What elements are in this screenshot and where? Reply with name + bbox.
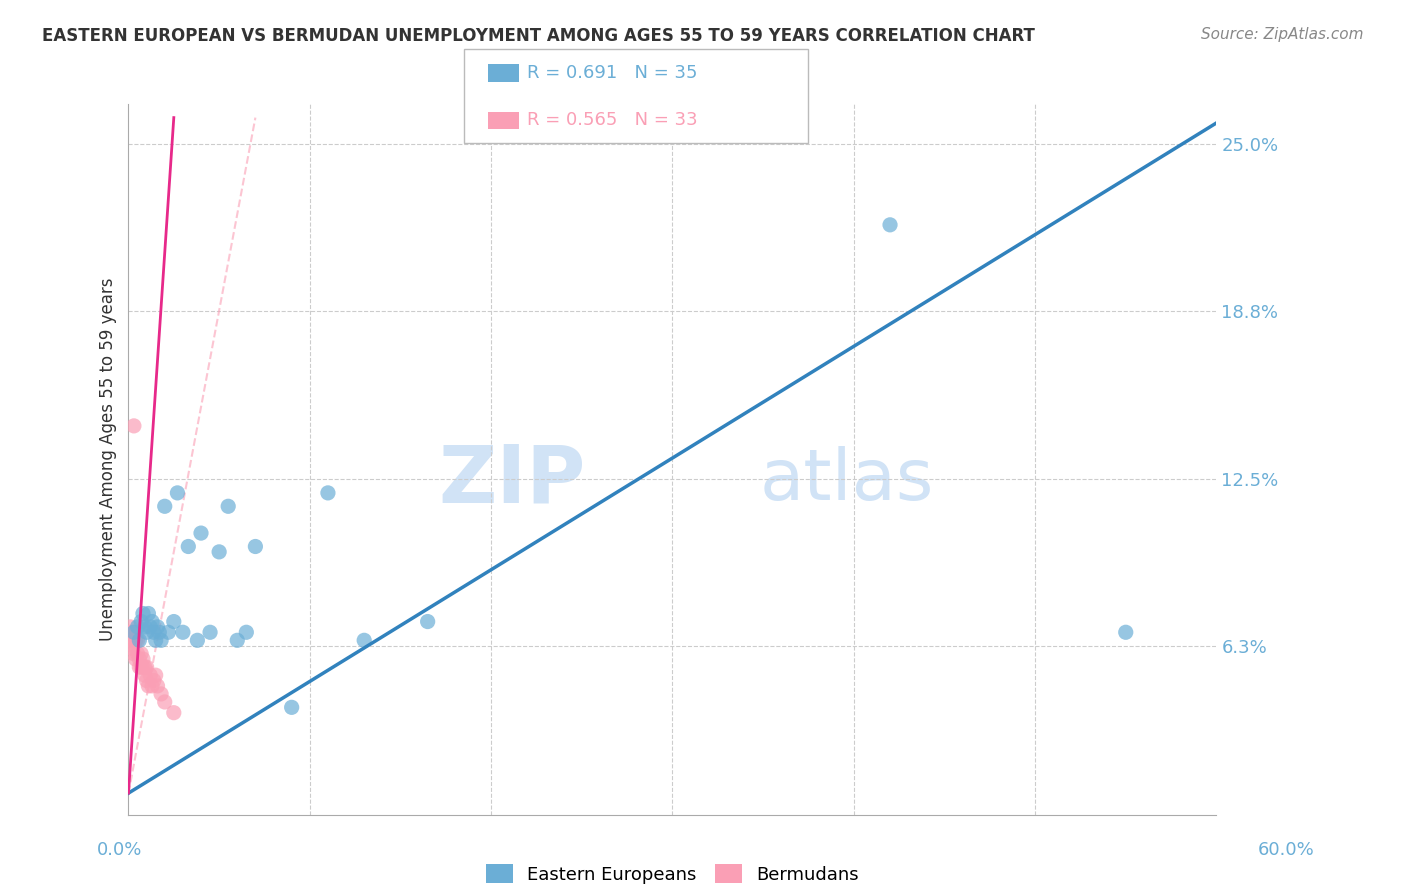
Text: 60.0%: 60.0% (1258, 840, 1315, 858)
Point (128, 652, 150, 666)
Point (129, 615, 152, 629)
Point (127, 620, 149, 634)
Point (172, 625, 194, 640)
Point (138, 679, 160, 693)
Point (1115, 625, 1137, 640)
Point (245, 540, 267, 554)
Point (121, 641, 143, 656)
Point (129, 647, 152, 661)
Point (127, 633, 149, 648)
Point (138, 607, 160, 621)
Point (122, 647, 145, 661)
Text: R = 0.565   N = 33: R = 0.565 N = 33 (527, 112, 697, 129)
Point (163, 615, 186, 629)
Point (146, 620, 169, 634)
Point (226, 633, 249, 648)
Y-axis label: Unemployment Among Ages 55 to 59 years: Unemployment Among Ages 55 to 59 years (100, 277, 117, 641)
Point (198, 625, 221, 640)
Text: EASTERN EUROPEAN VS BERMUDAN UNEMPLOYMENT AMONG AGES 55 TO 59 YEARS CORRELATION : EASTERN EUROPEAN VS BERMUDAN UNEMPLOYMEN… (42, 27, 1035, 45)
Point (127, 647, 149, 661)
Point (150, 633, 173, 648)
Point (145, 633, 167, 648)
Point (135, 660, 157, 674)
Point (132, 652, 155, 666)
Point (280, 700, 302, 714)
Point (121, 633, 143, 648)
Point (150, 687, 173, 701)
Point (146, 679, 169, 693)
Point (163, 706, 186, 720)
Text: 0.0%: 0.0% (97, 840, 142, 858)
Point (132, 607, 155, 621)
Point (141, 679, 163, 693)
Text: atlas: atlas (759, 446, 934, 516)
Text: ZIP: ZIP (439, 442, 585, 520)
Point (141, 615, 163, 629)
Point (134, 660, 156, 674)
Point (128, 660, 150, 674)
Text: R = 0.691   N = 35: R = 0.691 N = 35 (527, 64, 697, 82)
Point (208, 545, 231, 559)
Point (316, 486, 339, 500)
Point (153, 695, 176, 709)
Point (166, 486, 188, 500)
Point (125, 633, 148, 648)
Point (186, 633, 208, 648)
Point (148, 625, 170, 640)
Point (128, 633, 150, 648)
Point (122, 625, 145, 640)
Point (121, 625, 143, 640)
Point (153, 500, 176, 514)
Legend: Eastern Europeans, Bermudans: Eastern Europeans, Bermudans (478, 857, 866, 891)
Point (125, 652, 148, 666)
Point (134, 620, 156, 634)
Point (132, 660, 155, 674)
Point (142, 625, 165, 640)
Point (134, 668, 156, 682)
Point (217, 500, 239, 514)
Point (122, 639, 145, 653)
Point (135, 625, 157, 640)
Point (177, 540, 200, 554)
Point (122, 418, 145, 433)
Point (139, 620, 162, 634)
Point (135, 673, 157, 688)
Point (120, 620, 142, 634)
Text: Source: ZipAtlas.com: Source: ZipAtlas.com (1201, 27, 1364, 42)
Point (122, 625, 145, 640)
Point (353, 633, 375, 648)
Point (190, 526, 212, 541)
Point (416, 615, 439, 629)
Point (139, 668, 162, 682)
Point (145, 668, 167, 682)
Point (142, 673, 165, 688)
Point (879, 218, 901, 232)
Point (129, 660, 152, 674)
Point (120, 625, 142, 640)
Point (157, 625, 180, 640)
Point (235, 625, 257, 640)
Point (120, 633, 142, 648)
